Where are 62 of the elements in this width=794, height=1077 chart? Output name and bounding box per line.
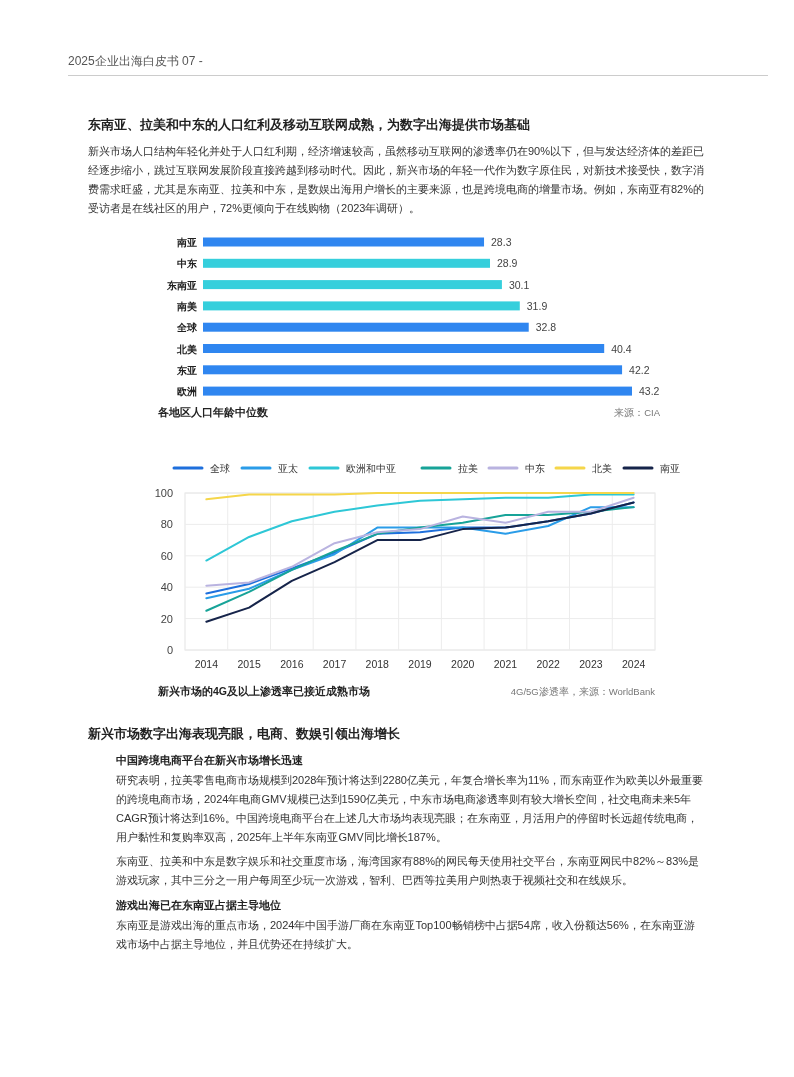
text: 新兴市场的4G及以上渗透率已接近成熟市场 bbox=[157, 685, 371, 699]
bar bbox=[203, 322, 529, 332]
data-label: 32.8 bbox=[535, 321, 557, 334]
bar bbox=[203, 365, 623, 375]
data-label: 28.3 bbox=[491, 236, 512, 248]
y-tick-label: 欧洲 bbox=[177, 386, 197, 398]
bar bbox=[203, 344, 605, 353]
x-tick-label: 2021 bbox=[493, 658, 518, 671]
text: 4G/5G渗透率，来源：WorldBank bbox=[510, 686, 656, 698]
y-tick-label: 80 bbox=[160, 518, 173, 531]
x-tick-label: 2024 bbox=[621, 658, 646, 671]
x-tick-label: 2022 bbox=[536, 658, 561, 671]
y-tick-label: 中东 bbox=[177, 258, 197, 270]
text: 中国跨境电商平台在新兴市场增长迅速 bbox=[116, 753, 304, 769]
y-tick-label: 全球 bbox=[176, 322, 198, 334]
y-tick-label: 东亚 bbox=[176, 364, 197, 376]
x-tick-label: 2016 bbox=[280, 658, 304, 671]
text: 东南亚、拉美和中东是数字娱乐和社交重度市场，海湾国家有88%的网民每天使用社交平台，东南亚网民中82%～83%是游戏玩家，其中三分之一用户每周至少玩一次游戏，智利、巴西等拉美用户则热衷于视频社交和在线娱乐。 bbox=[116, 854, 701, 889]
bar bbox=[203, 258, 490, 268]
legend-label: 全球 bbox=[210, 463, 230, 475]
legend-label: 中东 bbox=[525, 463, 545, 475]
data-label: 40.4 bbox=[611, 342, 632, 355]
line-series bbox=[205, 493, 635, 562]
text: 新兴市场数字出海表现亮眼，电商、数娱引领出海增长 bbox=[88, 725, 401, 744]
text: 游戏出海已在东南亚占据主导地位 bbox=[116, 898, 282, 914]
text: 研究表明，拉美零售电商市场规模到2028年预计将达到2280亿美元，年复合增长率为11%，而东南亚作为欧美以外最重要的跨境电商市场，2024年电商GMV规模已达到1590亿美元，中东市场电商渗透率则有较大增长空间，社交电商未来5年CAGR预计将达到16%。中国跨境电商平台在上述几大市场均表现亮眼；在东南亚，月活用户的停留时长远超传统电商，用户黏性和复购率双高，2025年上半年东南亚GMV同比增长187%。 bbox=[116, 773, 705, 846]
legend-label: 亚太 bbox=[278, 463, 298, 475]
text: 2025企业出海白皮书 07 - bbox=[68, 52, 768, 76]
y-tick-label: 60 bbox=[160, 550, 173, 563]
y-tick-label: 南美 bbox=[176, 300, 197, 312]
y-tick-label: 0 bbox=[166, 644, 173, 657]
bar bbox=[203, 386, 632, 396]
y-tick-label: 东南亚 bbox=[166, 279, 197, 291]
data-label: 42.2 bbox=[629, 363, 650, 376]
x-tick-label: 2020 bbox=[451, 658, 475, 671]
text: 各地区人口年龄中位数 bbox=[157, 406, 269, 420]
x-tick-label: 2023 bbox=[579, 658, 603, 671]
data-label: 30.1 bbox=[508, 278, 530, 291]
text: 东南亚、拉美和中东的人口红利及移动互联网成熟，为数字出海提供市场基础 bbox=[88, 116, 531, 134]
data-label: 43.2 bbox=[639, 385, 660, 398]
data-label: 31.9 bbox=[526, 299, 548, 312]
text: 东南亚是游戏出海的重点市场，2024年中国手游厂商在东南亚Top100畅销榜中占据54席，收入份额达56%，在东南亚游戏市场中占据主导地位，并且优势还在持续扩大。 bbox=[116, 918, 696, 953]
x-tick-label: 2015 bbox=[237, 658, 261, 671]
source-note: 来源：CIA bbox=[614, 407, 661, 419]
legend-label: 拉美 bbox=[458, 463, 478, 475]
bar bbox=[203, 237, 485, 247]
legend-label: 欧洲和中亚 bbox=[346, 463, 396, 475]
bar bbox=[203, 301, 520, 311]
y-tick-label: 20 bbox=[160, 612, 173, 625]
y-tick-label: 南亚 bbox=[176, 237, 197, 248]
y-tick-label: 100 bbox=[154, 487, 173, 500]
data-label: 28.9 bbox=[496, 257, 518, 270]
x-tick-label: 2017 bbox=[322, 658, 347, 671]
legend-label: 南亚 bbox=[660, 463, 680, 475]
legend-label: 北美 bbox=[592, 463, 612, 475]
y-tick-label: 40 bbox=[160, 581, 173, 594]
bar bbox=[203, 280, 502, 290]
x-tick-label: 2018 bbox=[365, 658, 390, 671]
x-tick-label: 2019 bbox=[408, 658, 432, 671]
x-tick-label: 2014 bbox=[194, 658, 219, 671]
y-tick-label: 北美 bbox=[176, 343, 197, 355]
text: 新兴市场人口结构年轻化并处于人口红利期，经济增速较高，虽然移动互联网的渗透率仍在90%以下，但与发达经济体的差距已经逐步缩小，跳过互联网发展阶段直接跨越到移动时代。因此，新兴市场的年轻一代作为数字原住民，对新技术接受快，数字消费需求旺盛，尤其是东南亚、拉美和中东，是数娱出海用户增长的主要来源，也是跨境电商的增量市场。例如，东南亚有82%的受访者是在线社区的用户，72%更倾向于在线购物（2023年调研）。 bbox=[88, 144, 705, 216]
